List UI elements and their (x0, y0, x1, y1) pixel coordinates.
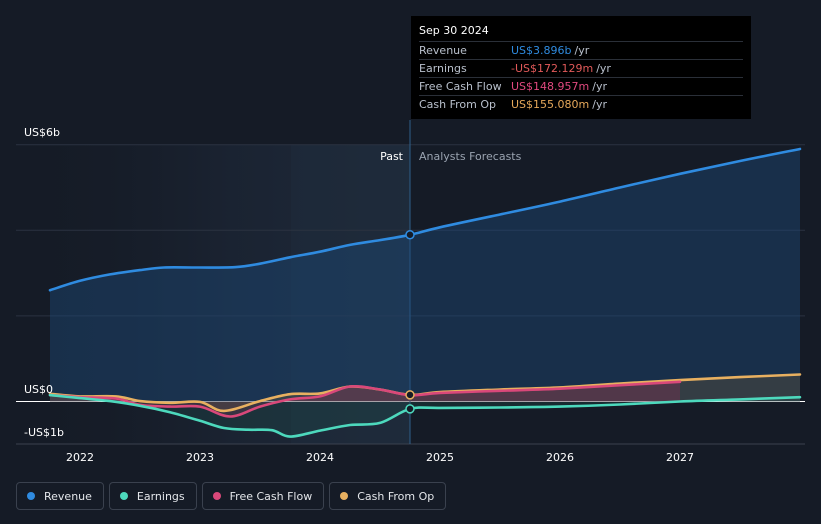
tooltip-value: US$155.080m (511, 98, 590, 111)
tooltip-unit: /yr (592, 98, 607, 111)
tooltip-date: Sep 30 2024 (419, 24, 489, 37)
revenue-line (48, 147, 802, 292)
legend: Revenue Earnings Free Cash Flow Cash Fro… (16, 482, 447, 510)
tooltip-value: US$3.896b (511, 44, 572, 57)
past-label: Past (380, 150, 404, 163)
y-tick-label-top: US$6b (24, 126, 60, 139)
x-tick-label: 2023 (186, 451, 214, 464)
y-tick-label-bottom: -US$1b (24, 426, 64, 439)
tooltip-unit: /yr (596, 62, 611, 75)
legend-label: Cash From Op (357, 489, 435, 503)
legend-label: Free Cash Flow (229, 489, 313, 503)
tooltip-value: US$148.957m (511, 80, 590, 93)
forecast-label: Analysts Forecasts (419, 150, 522, 163)
tooltip-unit: /yr (592, 80, 607, 93)
legend-label: Earnings (136, 489, 185, 503)
earnings-line (48, 393, 802, 438)
x-tick-label: 2026 (546, 451, 574, 464)
tooltip-label: Earnings (419, 62, 467, 75)
tooltip-row-cfo: Cash From Op US$155.080m /yr (419, 95, 743, 113)
tooltip-row-revenue: Revenue US$3.896b /yr (419, 41, 743, 59)
cash-from-op-area (50, 374, 800, 411)
x-tick-label: 2025 (426, 451, 454, 464)
earnings-area (50, 395, 800, 437)
tooltip-label: Free Cash Flow (419, 80, 502, 93)
earnings-highlight-point (405, 404, 415, 414)
earnings-revenue-chart: US$6b US$0 -US$1b Past Analysts Forecast… (16, 120, 805, 464)
legend-dot-icon (27, 492, 35, 500)
tooltip-row-earnings: Earnings -US$172.129m /yr (419, 59, 743, 77)
legend-dot-icon (340, 492, 349, 500)
revenue-area (50, 149, 800, 402)
legend-dot-icon (119, 492, 128, 500)
tooltip-unit: /yr (574, 44, 590, 57)
x-tick-label: 2024 (306, 451, 334, 464)
legend-label: Revenue (44, 489, 92, 503)
tooltip: Sep 30 2024 Revenue US$3.896b /yr Earnin… (411, 16, 751, 119)
y-tick-label-zero: US$0 (24, 383, 53, 396)
tooltip-value: -US$172.129m (511, 62, 594, 75)
legend-item-earnings[interactable]: Earnings (108, 482, 197, 510)
x-tick-label: 2027 (666, 451, 694, 464)
legend-item-free-cash-flow[interactable]: Free Cash Flow (201, 482, 325, 510)
legend-item-revenue[interactable]: Revenue (16, 482, 104, 510)
x-tick-label: 2022 (66, 451, 94, 464)
legend-dot-icon (212, 492, 221, 500)
tooltip-label: Revenue (419, 44, 467, 57)
cash-from-op-highlight-point (405, 390, 415, 400)
revenue-highlight-point (405, 230, 415, 240)
legend-item-cash-from-op[interactable]: Cash From Op (329, 482, 447, 510)
tooltip-label: Cash From Op (419, 98, 497, 111)
tooltip-row-fcf: Free Cash Flow US$148.957m /yr (419, 77, 743, 95)
